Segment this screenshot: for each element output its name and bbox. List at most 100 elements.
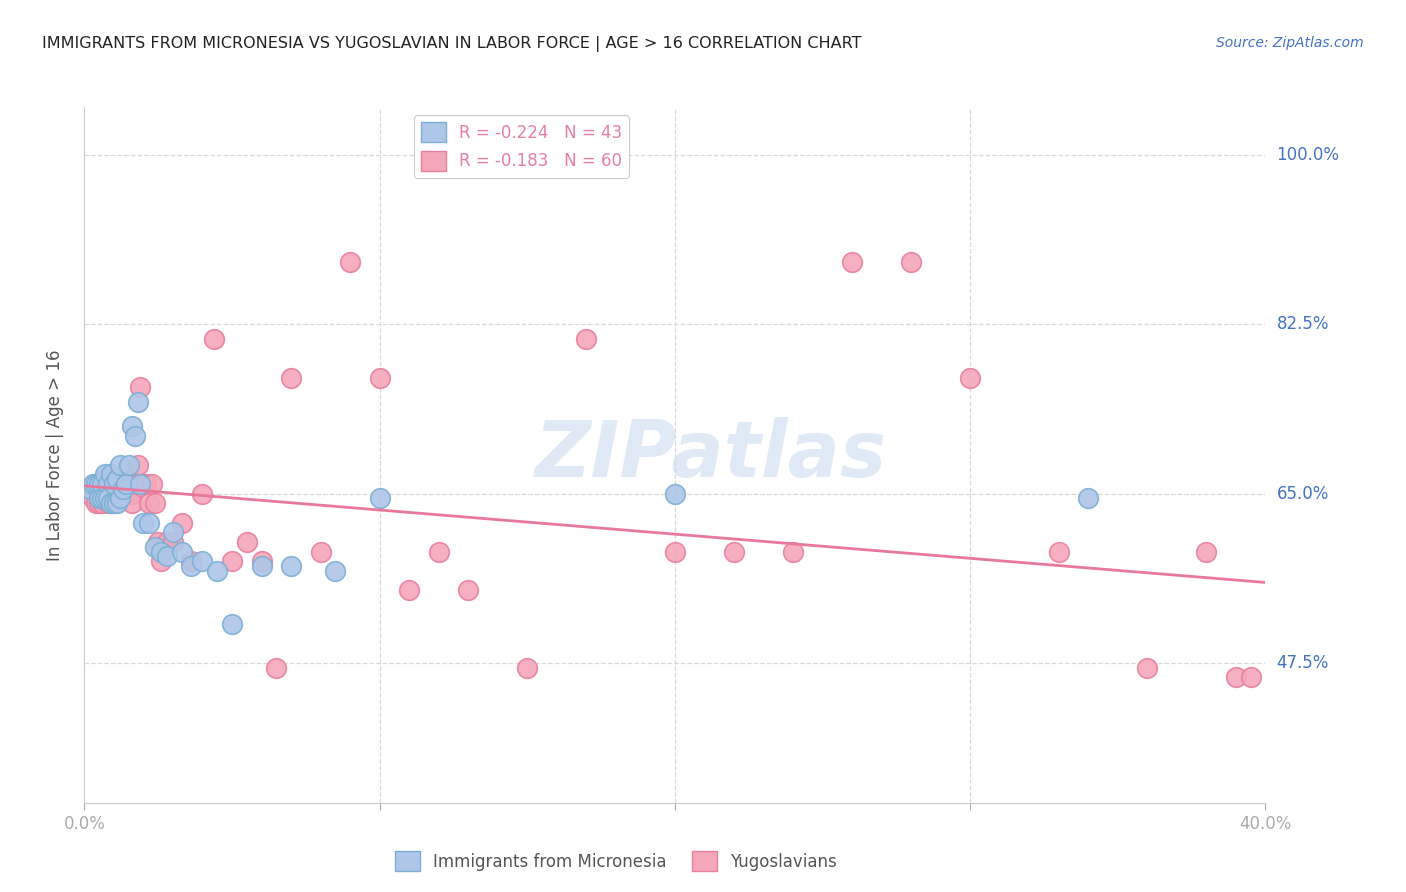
Point — [162, 525, 184, 540]
Point — [1240, 670, 1263, 684]
Point — [103, 476, 125, 491]
Point — [79, 482, 101, 496]
Point — [235, 535, 259, 549]
Point — [121, 419, 143, 434]
Point — [180, 554, 202, 568]
Point — [111, 482, 134, 496]
Text: IMMIGRANTS FROM MICRONESIA VS YUGOSLAVIAN IN LABOR FORCE | AGE > 16 CORRELATION : IMMIGRANTS FROM MICRONESIA VS YUGOSLAVIA… — [42, 36, 862, 52]
Point — [575, 332, 598, 346]
Point — [121, 496, 143, 510]
Point — [87, 496, 111, 510]
Point — [97, 476, 120, 491]
Point — [1136, 660, 1159, 674]
Point — [124, 476, 146, 491]
Point — [94, 491, 117, 506]
Text: 65.0%: 65.0% — [1277, 484, 1329, 502]
Point — [900, 254, 922, 268]
Point — [91, 482, 114, 496]
Point — [87, 476, 111, 491]
Point — [94, 472, 117, 486]
Text: 47.5%: 47.5% — [1277, 654, 1329, 672]
Point — [959, 370, 981, 384]
Point — [108, 491, 131, 506]
Point — [108, 476, 131, 491]
Point — [114, 476, 136, 491]
Point — [516, 660, 538, 674]
Point — [148, 535, 170, 549]
Point — [84, 496, 107, 510]
Y-axis label: In Labor Force | Age > 16: In Labor Force | Age > 16 — [45, 349, 63, 561]
Point — [132, 476, 155, 491]
Point — [97, 491, 120, 506]
Point — [118, 472, 141, 486]
Point — [205, 564, 228, 578]
Point — [309, 544, 332, 558]
Point — [82, 476, 104, 491]
Point — [91, 496, 114, 510]
Point — [339, 254, 361, 268]
Point — [87, 491, 111, 506]
Point — [97, 476, 120, 491]
Point — [156, 535, 179, 549]
Point — [91, 476, 114, 491]
Point — [84, 476, 107, 491]
Point — [141, 476, 163, 491]
Point — [202, 332, 225, 346]
Point — [82, 491, 104, 506]
Point — [132, 516, 155, 530]
Point — [124, 428, 146, 442]
Point — [87, 476, 111, 491]
Point — [105, 472, 128, 486]
Point — [97, 496, 120, 510]
Point — [91, 491, 114, 506]
Point — [427, 544, 450, 558]
Point — [143, 540, 166, 554]
Point — [121, 486, 143, 500]
Point — [79, 482, 101, 496]
Point — [103, 496, 125, 510]
Text: Source: ZipAtlas.com: Source: ZipAtlas.com — [1216, 36, 1364, 50]
Point — [105, 482, 128, 496]
Point — [129, 476, 152, 491]
Point — [103, 496, 125, 510]
Point — [135, 476, 157, 491]
Point — [191, 486, 214, 500]
Point — [1047, 544, 1070, 558]
Point — [457, 583, 479, 598]
Point — [105, 496, 128, 510]
Point — [108, 458, 131, 472]
Point — [250, 554, 273, 568]
Point — [100, 496, 122, 510]
Point — [143, 496, 166, 510]
Point — [129, 380, 152, 394]
Point — [111, 476, 134, 491]
Point — [221, 617, 243, 632]
Point — [114, 486, 136, 500]
Point — [1077, 491, 1099, 506]
Point — [1195, 544, 1218, 558]
Text: ZIPatlas: ZIPatlas — [534, 417, 886, 493]
Point — [664, 544, 686, 558]
Point — [170, 544, 193, 558]
Point — [150, 544, 173, 558]
Point — [180, 559, 202, 574]
Point — [170, 516, 193, 530]
Point — [138, 516, 160, 530]
Point — [156, 549, 179, 564]
Point — [100, 467, 122, 482]
Point — [280, 559, 302, 574]
Point — [250, 559, 273, 574]
Point — [264, 660, 288, 674]
Point — [664, 486, 686, 500]
Point — [782, 544, 804, 558]
Point — [191, 554, 214, 568]
Point — [94, 467, 117, 482]
Point — [103, 476, 125, 491]
Point — [162, 535, 184, 549]
Point — [221, 554, 243, 568]
Point — [841, 254, 863, 268]
Point — [723, 544, 745, 558]
Point — [127, 394, 149, 409]
Point — [150, 554, 173, 568]
Point — [368, 370, 391, 384]
